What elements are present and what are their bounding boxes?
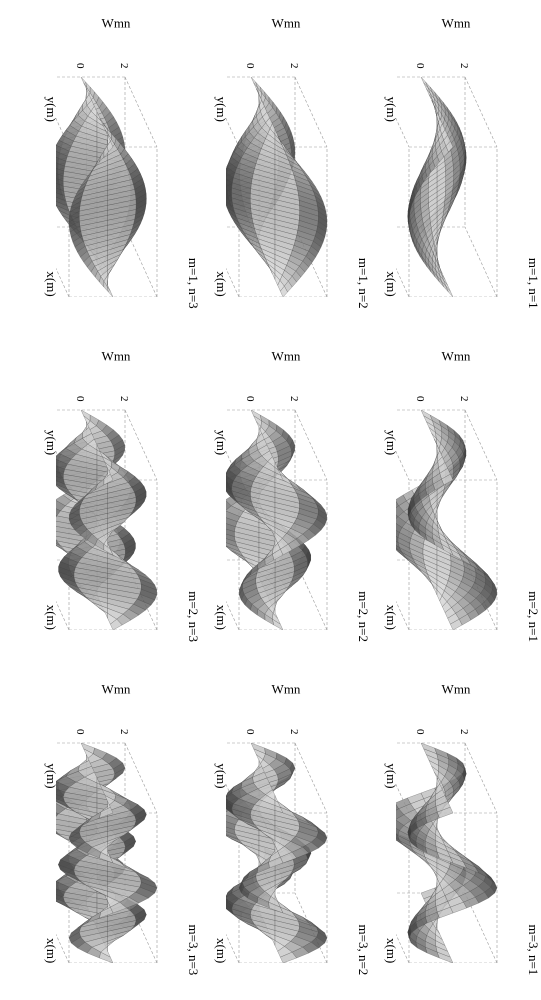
z-axis-label: Wmn <box>442 348 471 364</box>
svg-text:0: 0 <box>244 396 256 402</box>
subplot: m=2, n=2Wmny(m)x(m)-20200.510.5 <box>201 340 371 660</box>
svg-text:2: 2 <box>458 729 470 735</box>
z-axis-label: Wmn <box>102 682 131 698</box>
svg-text:2: 2 <box>458 396 470 402</box>
axes-3d: -20200.510.5 <box>226 47 356 297</box>
svg-text:0: 0 <box>414 63 426 69</box>
subplot-title: m=3, n=1 <box>525 925 541 976</box>
surface-plot: -20200.510.5 <box>396 713 526 963</box>
svg-text:2: 2 <box>458 63 470 69</box>
svg-text:0: 0 <box>244 729 256 735</box>
svg-text:0: 0 <box>74 396 86 402</box>
svg-text:2: 2 <box>118 396 130 402</box>
subplot-title: m=1, n=1 <box>525 258 541 309</box>
svg-text:2: 2 <box>288 63 300 69</box>
svg-text:0: 0 <box>74 729 86 735</box>
axes-3d: -20200.510.5 <box>396 47 526 297</box>
z-axis-label: Wmn <box>102 348 131 364</box>
subplot: m=3, n=1Wmny(m)x(m)-20200.510.5 <box>371 673 541 993</box>
subplot-title: m=1, n=3 <box>185 258 201 309</box>
subplot: m=3, n=2Wmny(m)x(m)-20200.510.5 <box>201 673 371 993</box>
svg-text:0: 0 <box>244 63 256 69</box>
svg-text:0: 0 <box>414 729 426 735</box>
subplot-title: m=1, n=2 <box>355 258 371 309</box>
axes-3d: -20200.510.5 <box>396 713 526 963</box>
surface-plot: -20200.510.5 <box>56 47 186 297</box>
z-axis-label: Wmn <box>442 682 471 698</box>
axes-3d: -20200.510.5 <box>56 47 186 297</box>
subplot-title: m=3, n=3 <box>185 925 201 976</box>
z-axis-label: Wmn <box>102 15 131 31</box>
subplot-title: m=3, n=2 <box>355 925 371 976</box>
z-axis-label: Wmn <box>272 15 301 31</box>
svg-text:2: 2 <box>288 396 300 402</box>
surface-plot: -20200.510.5 <box>396 380 526 630</box>
subplot-title: m=2, n=3 <box>185 591 201 642</box>
surface-plot: -20200.510.5 <box>226 380 356 630</box>
axes-3d: -20200.510.5 <box>56 380 186 630</box>
axes-3d: -20200.510.5 <box>56 713 186 963</box>
z-axis-label: Wmn <box>442 15 471 31</box>
subplot-title: m=2, n=2 <box>355 591 371 642</box>
surface-plot: -20200.510.5 <box>396 47 526 297</box>
subplot: m=1, n=3Wmny(m)x(m)-20200.510.5 <box>31 7 201 327</box>
z-axis-label: Wmn <box>272 682 301 698</box>
subplot: m=2, n=1Wmny(m)x(m)-20200.510.5 <box>371 340 541 660</box>
subplot: m=3, n=3Wmny(m)x(m)-20200.510.5 <box>31 673 201 993</box>
axes-3d: -20200.510.5 <box>226 713 356 963</box>
subplot-title: m=2, n=1 <box>525 591 541 642</box>
grid-row: m=1, n=2Wmny(m)x(m)-20200.510.5m=2, n=2W… <box>201 0 371 1000</box>
surface-plot: -20200.510.5 <box>56 380 186 630</box>
svg-text:2: 2 <box>118 63 130 69</box>
z-axis-label: Wmn <box>272 348 301 364</box>
surface-plot: -20200.510.5 <box>226 47 356 297</box>
subplot: m=1, n=1Wmny(m)x(m)-20200.510.5 <box>371 7 541 327</box>
axes-3d: -20200.510.5 <box>226 380 356 630</box>
grid-row: m=1, n=3Wmny(m)x(m)-20200.510.5m=2, n=3W… <box>31 0 201 1000</box>
plot-grid: m=1, n=1Wmny(m)x(m)-20200.510.5m=2, n=1W… <box>0 0 541 541</box>
surface-plot: -20200.510.5 <box>56 713 186 963</box>
svg-text:0: 0 <box>74 63 86 69</box>
svg-text:2: 2 <box>118 729 130 735</box>
surface-plot: -20200.510.5 <box>226 713 356 963</box>
svg-text:0: 0 <box>414 396 426 402</box>
grid-row: m=1, n=1Wmny(m)x(m)-20200.510.5m=2, n=1W… <box>371 0 541 1000</box>
subplot: m=2, n=3Wmny(m)x(m)-20200.510.5 <box>31 340 201 660</box>
subplot: m=1, n=2Wmny(m)x(m)-20200.510.5 <box>201 7 371 327</box>
axes-3d: -20200.510.5 <box>396 380 526 630</box>
svg-text:2: 2 <box>288 729 300 735</box>
